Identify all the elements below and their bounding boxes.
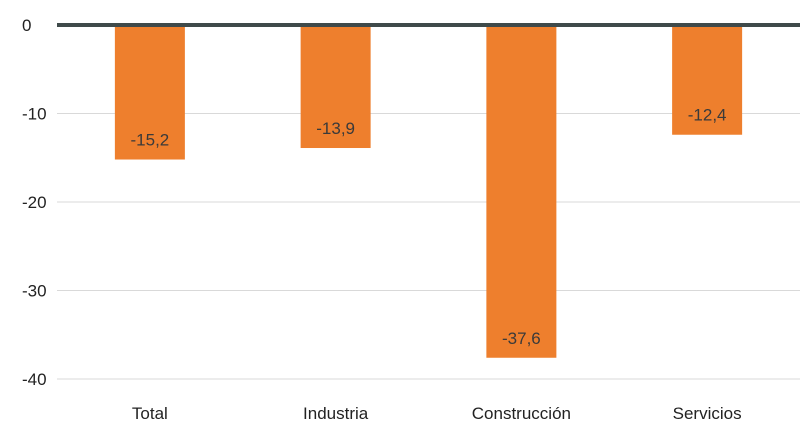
bar-data-label: -37,6 bbox=[502, 329, 541, 348]
y-tick-label: 0 bbox=[22, 16, 31, 35]
x-category-label: Industria bbox=[303, 404, 369, 422]
x-category-label: Servicios bbox=[673, 404, 742, 422]
y-axis-tick-labels: 0 -10 -20 -30 -40 bbox=[22, 16, 47, 389]
y-tick-label: -30 bbox=[22, 282, 47, 301]
bar bbox=[300, 25, 371, 149]
bar bbox=[114, 25, 185, 160]
bar bbox=[672, 25, 743, 135]
y-tick-label: -40 bbox=[22, 370, 47, 389]
bar-data-label: -13,9 bbox=[316, 119, 355, 138]
bar-data-labels: -15,2 -13,9 -37,6 -12,4 bbox=[131, 106, 727, 348]
bar-data-label: -15,2 bbox=[131, 131, 170, 150]
x-category-label: Construcción bbox=[472, 404, 571, 422]
bar bbox=[486, 25, 557, 358]
y-tick-label: -20 bbox=[22, 193, 47, 212]
y-tick-label: -10 bbox=[22, 105, 47, 124]
bar-data-label: -12,4 bbox=[688, 106, 727, 125]
x-category-label: Total bbox=[132, 404, 168, 422]
x-axis-category-labels: Total Industria Construcción Servicios bbox=[132, 404, 742, 422]
bars bbox=[114, 25, 743, 358]
